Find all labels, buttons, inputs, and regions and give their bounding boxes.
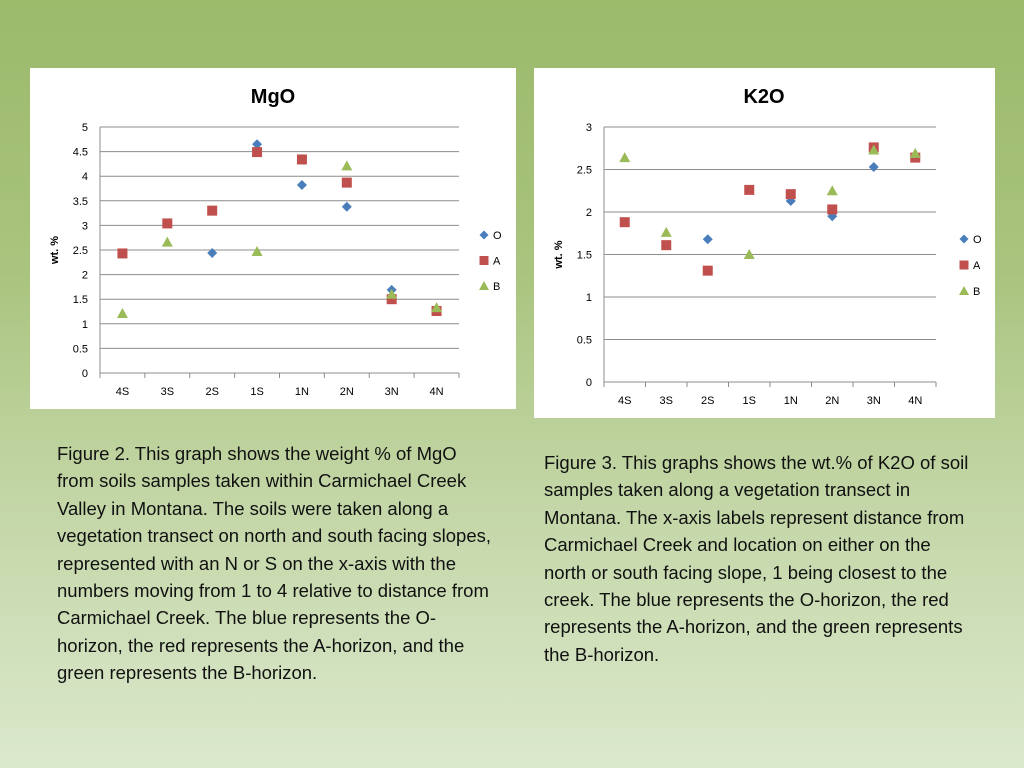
k2o-legend-label-a: A (973, 260, 981, 272)
mgo-legend-marker-b (479, 281, 489, 290)
mgo-point-a-1s (252, 147, 263, 158)
k2o-point-a-2n (827, 204, 838, 215)
mgo-y-tick-label: 4.5 (73, 147, 88, 159)
k2o-x-tick-label: 2S (701, 395, 714, 407)
mgo-chart-title: MgO (251, 86, 295, 108)
mgo-legend-label-a: A (493, 256, 501, 268)
k2o-legend-marker-b (959, 286, 969, 295)
mgo-y-tick-label: 4 (82, 171, 88, 183)
k2o-y-tick-label: 2 (586, 207, 592, 219)
mgo-y-tick-label: 2 (82, 270, 88, 282)
mgo-point-o-1n (296, 180, 307, 191)
k2o-point-b-3n (868, 144, 880, 155)
k2o-legend-label-b: B (973, 286, 980, 298)
k2o-y-tick-label: 2.5 (577, 165, 592, 177)
k2o-x-tick-label: 2N (825, 395, 839, 407)
mgo-chart-panel: MgO 0 0.5 1 1.5 2 2.5 3 3.5 4 4.5 5 4S 3S 2S 1S 1N 2N 3N 4N… (30, 68, 516, 409)
mgo-point-b-1s (251, 245, 263, 256)
mgo-scatter-chart: MgO 0 0.5 1 1.5 2 2.5 3 3.5 4 4.5 5 4S 3S 2S 1S 1N 2N 3N 4N… (49, 86, 502, 398)
mgo-point-b-2n (341, 160, 353, 171)
mgo-point-o-2n (341, 201, 352, 212)
k2o-x-tick-label: 1N (784, 395, 798, 407)
mgo-x-tick-label: 1S (250, 386, 263, 398)
mgo-y-tick-label: 1.5 (73, 294, 88, 306)
mgo-y-tick-label: 0.5 (73, 343, 88, 355)
k2o-scatter-chart: K2O 0 0.5 1 1.5 2 2.5 3 4S 3S 2S 1S 1N 2N 3N 4N wt. % O A B (553, 86, 982, 407)
mgo-y-tick-label: 5 (82, 122, 88, 134)
k2o-point-a-3s (661, 240, 672, 251)
mgo-y-tick-label: 2.5 (73, 245, 88, 257)
mgo-y-tick-label: 0 (82, 368, 88, 380)
k2o-legend-label-o: O (973, 234, 982, 246)
mgo-point-b-4s (116, 307, 128, 318)
mgo-point-a-1n (296, 154, 307, 165)
k2o-point-a-2s (702, 265, 713, 276)
k2o-y-tick-label: 3 (586, 122, 592, 134)
mgo-legend-marker-a (479, 256, 489, 265)
k2o-legend-marker-a (959, 260, 969, 270)
k2o-point-a-1s (744, 184, 755, 195)
k2o-point-b-4n (909, 147, 921, 158)
k2o-y-tick-label: 1.5 (577, 250, 592, 262)
mgo-x-tick-label: 1N (295, 386, 309, 398)
k2o-y-tick-label: 1 (586, 292, 592, 304)
k2o-x-tick-label: 3N (867, 395, 881, 407)
mgo-point-o-2s (207, 247, 218, 258)
mgo-x-tick-label: 2N (340, 386, 354, 398)
mgo-x-tick-label: 4S (116, 386, 129, 398)
mgo-point-b-4n (431, 302, 443, 313)
k2o-legend-marker-o (959, 234, 969, 244)
mgo-legend-marker-o (479, 230, 489, 240)
k2o-x-tick-label: 3S (660, 395, 673, 407)
mgo-x-tick-label: 3N (385, 386, 399, 398)
k2o-point-b-1s (743, 249, 755, 259)
mgo-point-a-3n (386, 294, 397, 305)
mgo-y-tick-label: 3 (82, 220, 88, 232)
mgo-point-o-1s (252, 139, 263, 150)
mgo-y-tick-label: 1 (82, 319, 88, 331)
mgo-point-b-3s (161, 236, 173, 247)
k2o-point-a-1n (785, 189, 796, 200)
k2o-point-b-3s (660, 226, 672, 237)
mgo-point-a-2s (207, 205, 218, 216)
mgo-point-a-2n (341, 177, 352, 188)
k2o-y-tick-label: 0 (586, 377, 592, 389)
mgo-figure-caption: Figure 2. This graph shows the weight % … (57, 443, 492, 684)
k2o-point-b-2n (826, 185, 838, 196)
mgo-x-tick-label: 3S (161, 386, 174, 398)
mgo-x-tick-label: 4N (430, 386, 444, 398)
k2o-x-tick-label: 4N (908, 395, 922, 407)
k2o-x-tick-label: 1S (743, 395, 756, 407)
k2o-chart-title: K2O (743, 86, 784, 108)
k2o-point-a-4s (619, 217, 630, 228)
mgo-y-axis-label: wt. % (49, 236, 61, 265)
mgo-x-tick-label: 2S (205, 386, 218, 398)
k2o-point-o-2s (702, 234, 713, 245)
k2o-point-b-4s (619, 152, 631, 163)
k2o-y-tick-label: 0.5 (577, 335, 592, 347)
k2o-chart-panel: K2O 0 0.5 1 1.5 2 2.5 3 4S 3S 2S 1S 1N 2N 3N 4N wt. % O A B (534, 68, 995, 418)
mgo-point-b-3n (386, 288, 398, 299)
mgo-legend-label-o: O (493, 230, 502, 242)
k2o-figure-caption: Figure 3. This graphs shows the wt.% of … (544, 452, 969, 665)
mgo-point-a-3s (162, 218, 173, 229)
k2o-y-axis-label: wt. % (553, 240, 565, 269)
mgo-legend-label-b: B (493, 281, 500, 293)
k2o-point-o-3n (868, 161, 879, 172)
mgo-point-a-4s (117, 248, 128, 259)
k2o-x-tick-label: 4S (618, 395, 631, 407)
mgo-y-tick-label: 3.5 (73, 196, 88, 208)
